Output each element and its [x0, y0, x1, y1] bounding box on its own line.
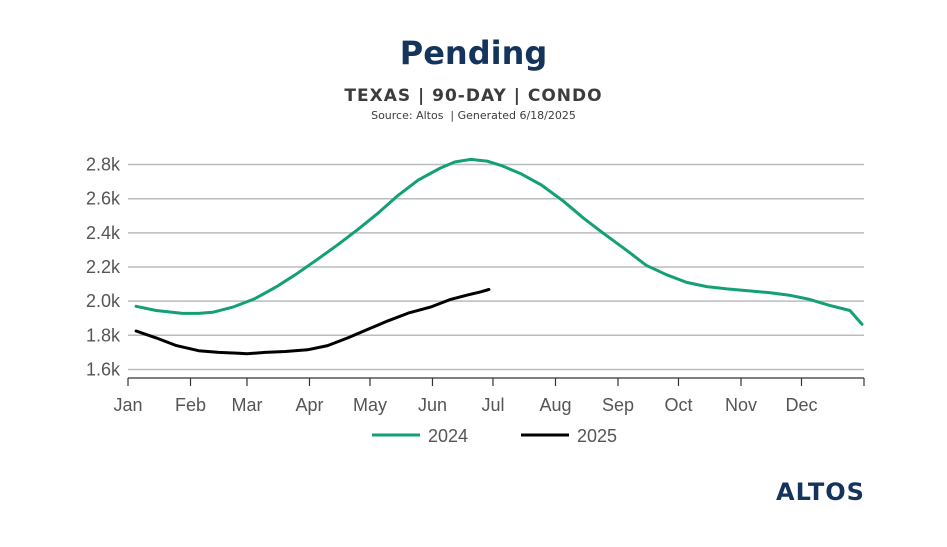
y-tick-label: 1.6k [86, 359, 121, 379]
series-line-2025 [134, 288, 491, 356]
x-tick-label: Oct [664, 395, 692, 415]
y-tick-label: 2.0k [86, 291, 121, 311]
chart-title: Pending [399, 34, 548, 72]
y-tick-label: 1.8k [86, 325, 121, 345]
legend-label: 2025 [577, 426, 617, 446]
y-tick-label: 2.8k [86, 155, 121, 175]
x-tick-label: May [353, 395, 387, 415]
altos-logo: ALTOS [776, 478, 865, 506]
x-tick-label: Jun [418, 395, 447, 415]
x-tick-label: Jan [113, 395, 142, 415]
chart-source: Source: Altos | Generated 6/18/2025 [371, 109, 576, 122]
series-lines [134, 157, 864, 356]
x-tick-label: Feb [175, 395, 206, 415]
series-line-2024 [134, 157, 864, 326]
y-tick-label: 2.2k [86, 257, 121, 277]
legend-label: 2024 [428, 426, 468, 446]
x-tick-label: Jul [481, 395, 504, 415]
x-axis: Jan Feb Mar Apr May Jun Jul Aug Sep Oct Nov Dec [113, 377, 865, 415]
x-tick-label: Mar [231, 395, 262, 415]
x-tick-label: Dec [785, 395, 817, 415]
x-tick-label: Nov [725, 395, 757, 415]
x-tick-label: Aug [539, 395, 571, 415]
y-tick-label: 2.4k [86, 223, 121, 243]
legend-item-2024[interactable]: 2024 [372, 426, 468, 446]
x-tick-label: Sep [602, 395, 634, 415]
y-axis: 1.6k 1.8k 2.0k 2.2k 2.4k 2.6k 2.8k [86, 155, 121, 380]
chart-subtitle: TEXAS | 90-DAY | CONDO [344, 86, 603, 106]
legend-item-2025[interactable]: 2025 [521, 426, 617, 446]
x-tick-label: Apr [295, 395, 323, 415]
y-tick-label: 2.6k [86, 189, 121, 209]
grid-lines [128, 163, 864, 371]
legend[interactable]: 2024 2025 [372, 426, 617, 446]
